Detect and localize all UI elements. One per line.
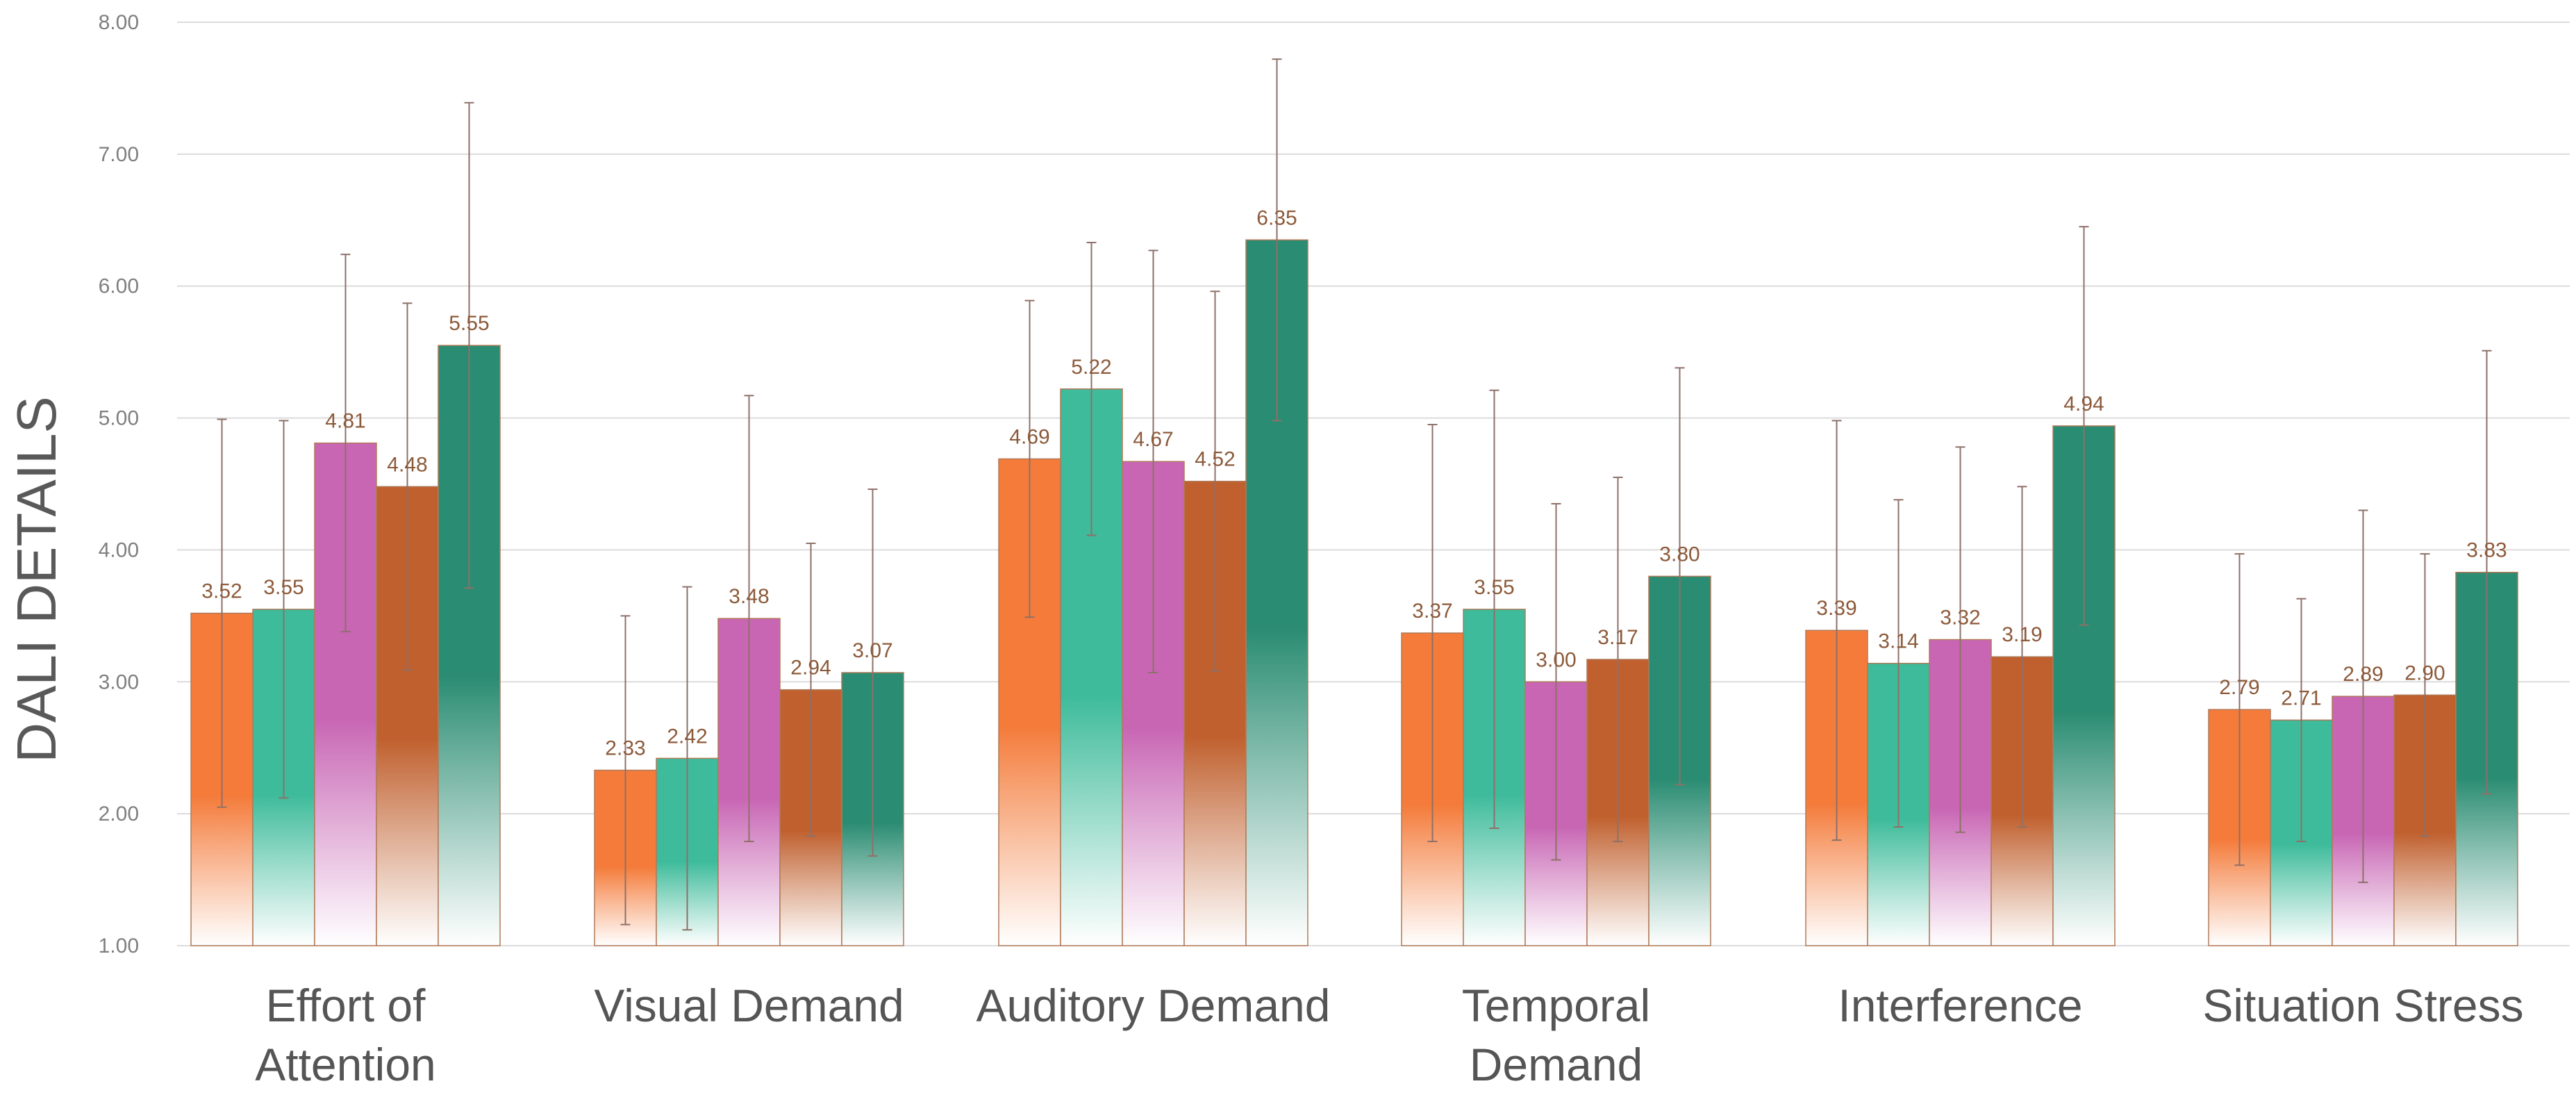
error-bar	[2482, 349, 2492, 795]
bars	[190, 239, 2518, 946]
y-tick-label: 7.00	[99, 143, 139, 166]
y-tick-label: 1.00	[99, 935, 139, 957]
x-category-label: Auditory Demand	[977, 980, 1331, 1031]
error-bar	[620, 615, 631, 926]
x-category-label: Visual Demand	[594, 980, 904, 1031]
x-category-label: Situation Stress	[2202, 980, 2523, 1031]
data-label: 3.48	[729, 585, 769, 608]
y-axis-label: DALI DETAILS	[6, 396, 67, 763]
error-bar	[2234, 553, 2245, 866]
data-label: 2.33	[605, 737, 645, 759]
data-label: 5.55	[449, 312, 489, 335]
y-tick-label: 6.00	[99, 275, 139, 298]
error-bar	[1148, 249, 1158, 673]
data-label: 3.55	[263, 576, 304, 599]
error-bar	[1675, 367, 1685, 786]
error-bar	[2358, 509, 2368, 883]
data-label: 3.07	[852, 639, 892, 662]
data-label: 5.22	[1071, 356, 1111, 379]
data-label: 3.39	[1816, 597, 1856, 620]
data-label: 2.89	[2343, 663, 2383, 686]
data-label: 2.90	[2404, 661, 2445, 684]
data-label: 4.52	[1195, 448, 1235, 471]
x-category-label: Demand	[1470, 1039, 1643, 1090]
error-bar	[464, 101, 474, 589]
data-labels: 3.52 3.55 4.81 4.48 5.55 2.33 2.42 3.48 2.94 3.07…	[201, 206, 2507, 759]
data-label: 3.32	[1940, 607, 1980, 630]
error-bars	[217, 58, 2492, 931]
data-label: 4.94	[2063, 393, 2104, 416]
error-bar	[340, 254, 351, 633]
data-label: 2.71	[2281, 686, 2321, 709]
x-axis-category-labels: Effort of Attention Visual Demand Auditory …	[255, 980, 2523, 1090]
y-axis-ticks: 1.00 2.00 3.00 4.00 5.00 6.00 7.00 8.00	[99, 11, 139, 957]
error-bar	[2296, 598, 2307, 843]
y-tick-label: 2.00	[99, 803, 139, 825]
error-bar	[1551, 502, 1561, 861]
x-category-label: Effort of	[266, 980, 426, 1031]
data-label: 3.80	[1659, 543, 1700, 566]
error-bar	[1831, 420, 1842, 841]
y-tick-label: 3.00	[99, 671, 139, 693]
y-tick-label: 5.00	[99, 407, 139, 430]
error-bar	[1427, 424, 1438, 843]
data-label: 2.94	[790, 657, 831, 680]
data-label: 3.19	[2002, 623, 2042, 646]
error-bar	[279, 420, 289, 799]
error-bar	[806, 542, 816, 837]
data-label: 3.55	[1474, 576, 1514, 599]
error-bar	[1024, 299, 1035, 618]
error-bar	[1086, 242, 1097, 536]
data-label: 4.67	[1133, 428, 1173, 451]
data-label: 3.83	[2466, 539, 2507, 562]
error-bar	[1210, 290, 1220, 673]
gridlines	[177, 22, 2570, 946]
data-label: 3.00	[1536, 648, 1576, 671]
error-bar	[2420, 553, 2430, 837]
error-bar	[744, 395, 754, 843]
data-label: 4.48	[387, 453, 427, 476]
error-bar	[1272, 58, 1282, 422]
data-label: 3.17	[1597, 626, 1638, 649]
error-bar	[1955, 446, 1966, 833]
data-label: 3.14	[1878, 630, 1918, 653]
error-bar	[1613, 477, 1623, 843]
x-category-label: Attention	[255, 1039, 436, 1090]
data-label: 4.69	[1009, 425, 1049, 448]
error-bar	[1893, 499, 1904, 828]
error-bar	[2017, 486, 2027, 828]
error-bar	[217, 418, 227, 808]
y-tick-label: 4.00	[99, 538, 139, 561]
error-bar	[2079, 226, 2089, 626]
y-tick-label: 8.00	[99, 11, 139, 34]
data-label: 4.81	[325, 410, 365, 433]
data-label: 2.79	[2219, 676, 2259, 699]
data-label: 6.35	[1256, 206, 1297, 229]
error-bar	[867, 488, 878, 857]
x-category-label: Temporal	[1462, 980, 1650, 1031]
data-label: 3.52	[201, 580, 242, 603]
x-category-label: Interference	[1838, 980, 2082, 1031]
data-label: 3.37	[1412, 600, 1452, 623]
error-bar	[682, 586, 692, 931]
error-bar	[1489, 389, 1499, 830]
error-bar	[402, 302, 413, 671]
data-label: 2.42	[667, 725, 707, 748]
